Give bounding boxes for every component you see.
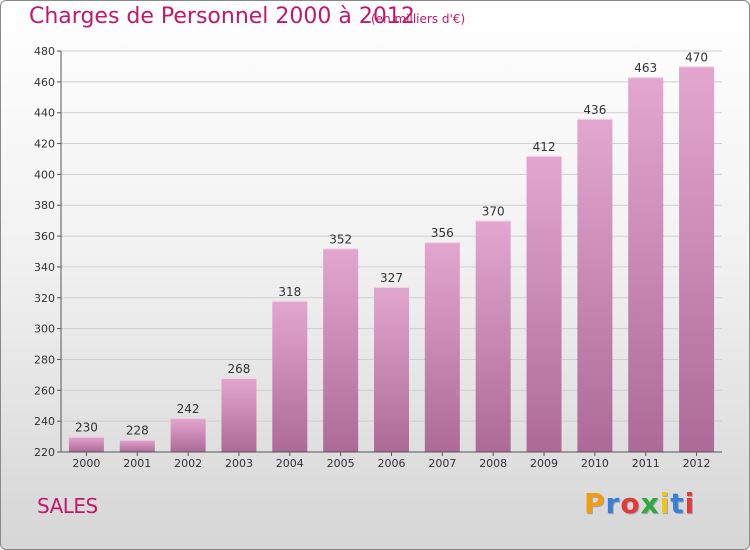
commune-name: SALES [37,494,98,518]
proxiti-logo: Proxiti [584,487,695,520]
x-tick-label: 2003 [225,457,253,470]
bar [119,439,155,452]
x-tick-label: 2006 [378,457,406,470]
bar [526,155,562,452]
chart-subtitle: (en milliers d'€) [371,12,466,26]
y-tick-label: 320 [34,292,55,305]
y-tick-label: 420 [34,138,55,151]
y-tick-label: 440 [34,107,55,120]
bar-value-label: 327 [380,271,403,285]
bar-value-label: 436 [583,103,606,117]
bar [679,66,715,452]
bar [272,300,308,452]
x-tick-label: 2001 [123,457,151,470]
y-tick-label: 280 [34,353,55,366]
y-tick-label: 340 [34,261,55,274]
logo-letter: i [684,487,696,520]
x-tick-label: 2007 [428,457,456,470]
bar [374,286,409,452]
bar [628,77,664,452]
y-tick-label: 300 [34,323,55,336]
logo-letter: x [640,487,660,520]
bar-value-label: 352 [329,232,352,246]
y-tick-label: 400 [34,168,55,181]
y-tick-label: 360 [34,230,55,243]
x-tick-label: 2011 [632,457,660,470]
logo-letter: i [659,487,671,520]
bar-value-label: 463 [634,61,657,75]
y-tick-label: 240 [34,415,55,428]
axes: 220 240 260 280 300 320 340 360 380 400 420 440 460 4… [34,45,722,470]
y-tick-label: 480 [34,45,55,58]
y-tick-label: 380 [34,199,55,212]
bar-value-label: 228 [126,424,149,438]
x-tick-label: 2009 [530,457,558,470]
bar [68,436,104,452]
x-tick-label: 2005 [327,457,355,470]
bar [170,418,206,452]
y-tick-label: 460 [34,76,55,89]
bar-value-label: 412 [533,140,556,154]
logo-letter: r [605,487,621,520]
bar [221,377,257,452]
bar-value-label: 370 [482,205,505,219]
bar [323,248,359,452]
x-tick-label: 2008 [479,457,507,470]
bar [424,242,460,452]
logo-letter: o [620,487,641,520]
x-tick-label: 2000 [72,457,100,470]
x-tick-label: 2004 [276,457,304,470]
bar [475,220,511,452]
bar-value-label: 470 [685,50,708,64]
x-tick-label: 2012 [683,457,711,470]
bar-value-label: 242 [177,402,200,416]
bar-value-label: 230 [75,421,98,435]
logo-letter: t [670,487,685,520]
logo-letter: P [584,487,606,520]
bar [577,118,613,452]
y-tick-label: 220 [34,446,55,459]
x-tick-label: 2002 [174,457,202,470]
chart-title: Charges de Personnel 2000 à 2012 [29,4,415,29]
bar-value-label: 318 [278,285,301,299]
x-tick-label: 2010 [581,457,609,470]
bars: 230 228 242 268 318 352 327 356 370 412 436 463 470 [68,50,715,452]
bar-value-label: 356 [431,226,454,240]
bar-value-label: 268 [228,362,251,376]
y-tick-label: 260 [34,384,55,397]
